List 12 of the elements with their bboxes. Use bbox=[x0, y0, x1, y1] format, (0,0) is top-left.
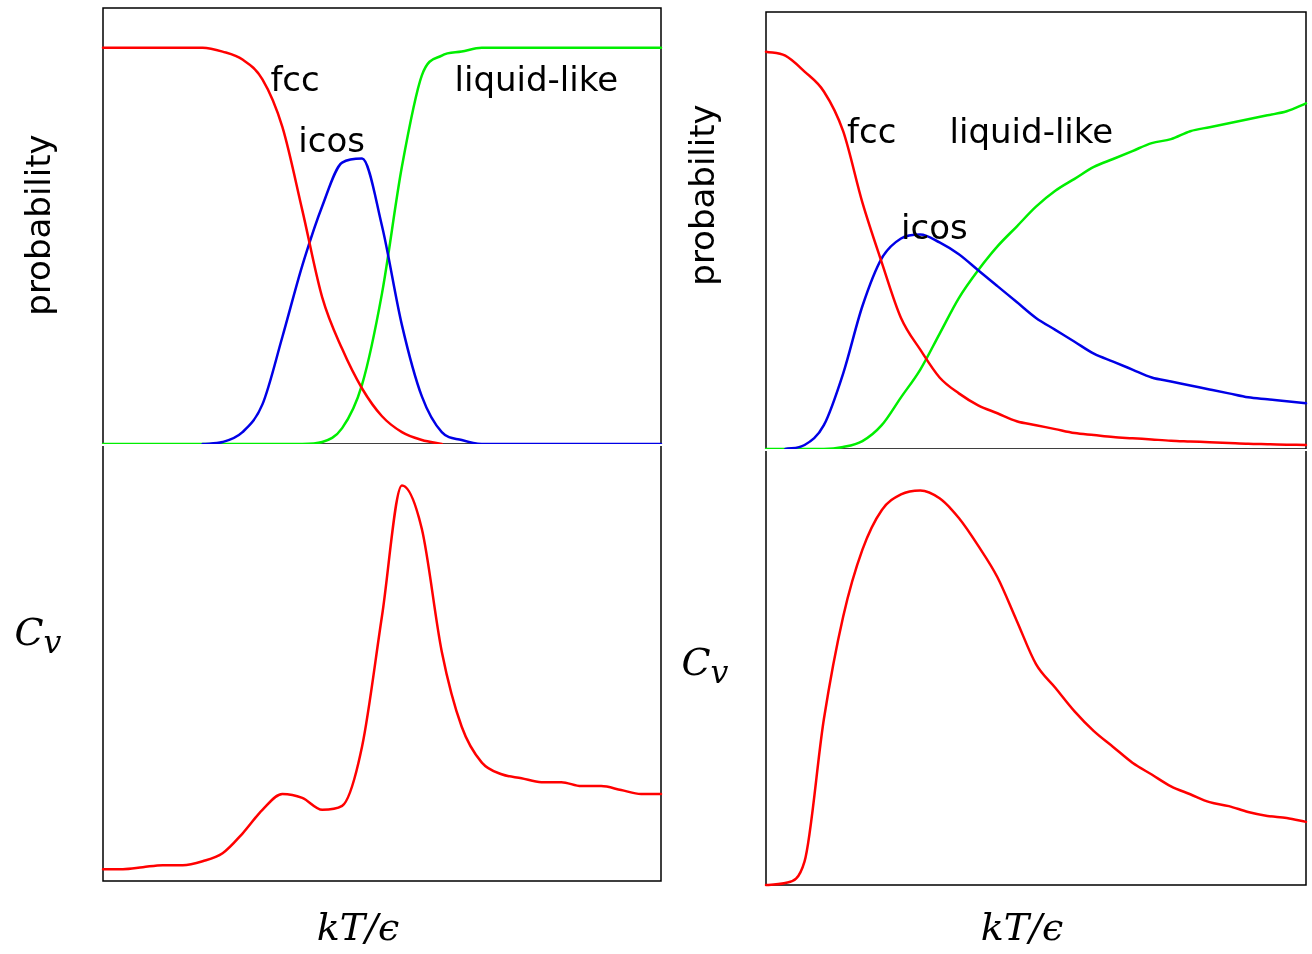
series-label: fcc bbox=[270, 58, 320, 99]
y-axis-title: C$_{v}$ bbox=[681, 639, 729, 691]
y-axis-title: C$_{v}$ bbox=[14, 609, 62, 661]
series-label: liquid-like bbox=[454, 58, 619, 99]
series-label: liquid-like bbox=[949, 111, 1114, 152]
y-axis-title: probability bbox=[18, 134, 58, 316]
x-axis-title: kT/ϵ bbox=[316, 905, 400, 949]
series-label: icos bbox=[298, 119, 365, 160]
x-axis-title: kT/ϵ bbox=[980, 905, 1064, 949]
y-axis-title: probability bbox=[682, 104, 722, 286]
series-label: icos bbox=[901, 207, 968, 248]
series-label: fcc bbox=[847, 111, 897, 152]
